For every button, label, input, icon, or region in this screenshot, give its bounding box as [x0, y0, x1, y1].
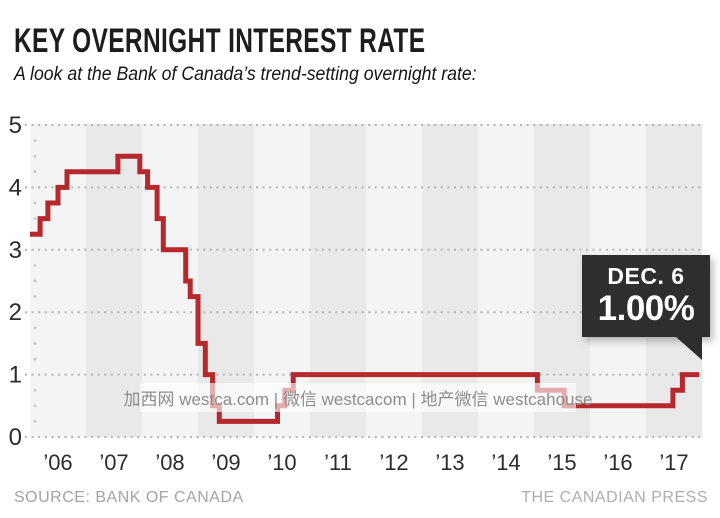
- y-axis-label: 4: [9, 174, 22, 201]
- y-axis-label: 2: [9, 299, 22, 326]
- watermark: 加西网 westca.com | 微信 westcacom | 地产微信 wes…: [124, 383, 592, 412]
- y-minor-tick: [33, 201, 37, 205]
- y-minor-tick: [33, 357, 37, 361]
- rate-line: [30, 153, 700, 424]
- x-axis-label: ’12: [379, 450, 408, 475]
- year-stripe: [30, 124, 86, 437]
- callout-date: DEC. 6: [607, 263, 685, 289]
- source-credit: SOURCE: BANK OF CANADA: [14, 489, 244, 506]
- x-axis-label: ’08: [155, 450, 184, 475]
- year-stripe: [86, 124, 142, 437]
- y-minor-tick: [33, 154, 37, 158]
- y-minor-tick: [33, 326, 37, 330]
- y-axis-label: 5: [9, 112, 22, 139]
- press-credit: THE CANADIAN PRESS: [521, 489, 708, 506]
- callout-dec6: DEC. 6 1.00%: [582, 255, 710, 360]
- y-minor-tick: [33, 388, 37, 392]
- x-axis-label: ’14: [491, 450, 520, 475]
- callout-tail-icon: [675, 336, 702, 360]
- y-minor-tick: [33, 279, 37, 283]
- y-minor-tick: [33, 217, 37, 221]
- page-title: KEY OVERNIGHT INTEREST RATE: [14, 22, 426, 60]
- page-subtitle: A look at the Bank of Canada’s trend-set…: [14, 64, 477, 85]
- y-axis-label: 1: [9, 362, 22, 389]
- x-axis-label: ’15: [547, 450, 576, 475]
- x-axis-label: ’17: [659, 450, 688, 475]
- callout-rate: 1.00%: [597, 289, 695, 328]
- y-minor-tick: [33, 264, 37, 267]
- y-minor-tick: [33, 170, 37, 174]
- y-axis-label: 3: [9, 237, 22, 264]
- y-axis-label: 0: [9, 424, 22, 451]
- y-minor-tick: [33, 139, 37, 143]
- x-axis-label: ’09: [211, 450, 240, 475]
- y-minor-tick: [33, 420, 37, 423]
- y-minor-tick: [33, 342, 37, 345]
- x-axis-label: ’16: [603, 450, 632, 475]
- x-axis-label: ’07: [99, 450, 128, 475]
- x-axis-label: ’06: [43, 450, 72, 475]
- x-axis-label: ’10: [267, 450, 296, 475]
- x-axis-label: ’13: [435, 450, 464, 475]
- x-axis-label: ’11: [324, 450, 352, 475]
- y-minor-tick: [33, 404, 37, 408]
- y-minor-tick: [33, 295, 37, 298]
